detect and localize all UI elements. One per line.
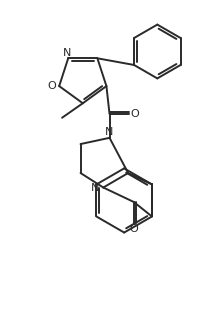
Text: O: O xyxy=(47,81,55,91)
Text: O: O xyxy=(129,224,138,234)
Text: O: O xyxy=(130,109,139,119)
Text: N: N xyxy=(105,126,113,137)
Text: N: N xyxy=(91,183,99,193)
Text: N: N xyxy=(63,47,71,58)
